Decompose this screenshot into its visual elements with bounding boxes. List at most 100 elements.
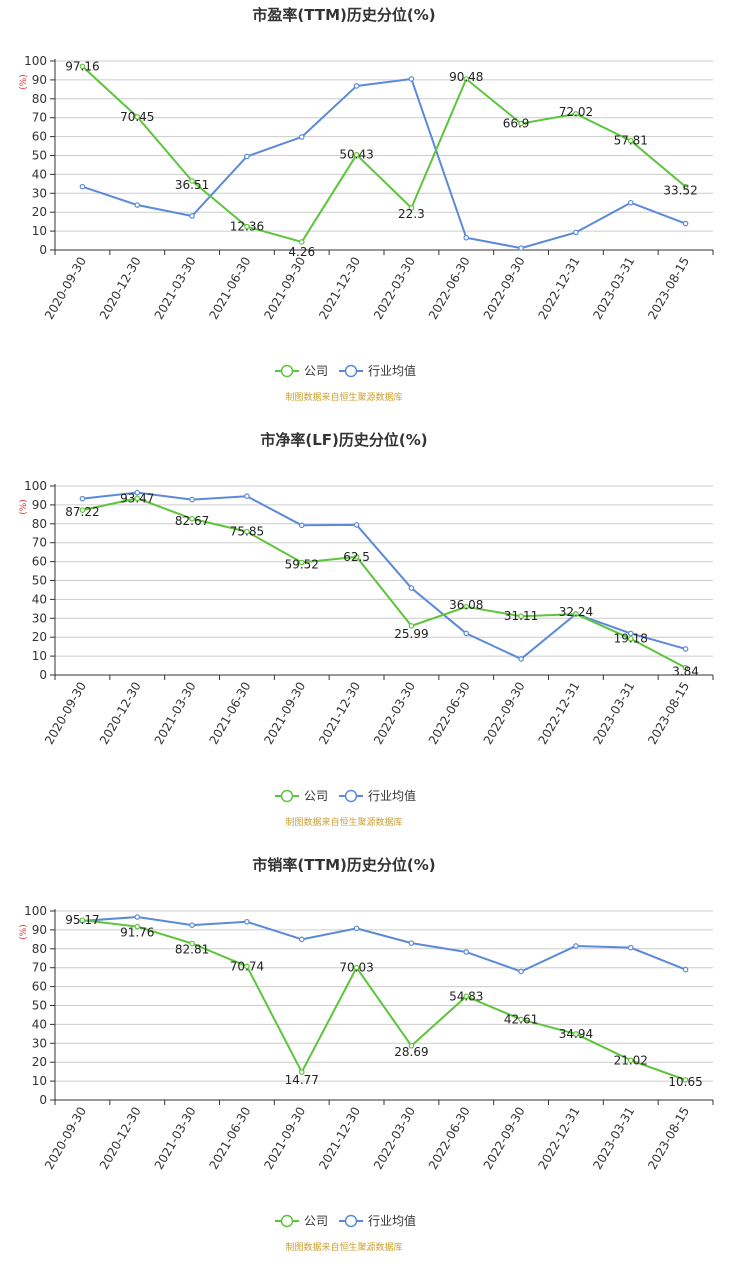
- x-tick-label: 2023-03-31: [590, 255, 637, 322]
- industry-data-point[interactable]: [298, 522, 305, 529]
- company-data-point[interactable]: [463, 76, 470, 82]
- company-data-point[interactable]: [134, 923, 141, 930]
- company-data-point[interactable]: [353, 151, 360, 158]
- company-data-point[interactable]: [518, 120, 524, 127]
- company-data-point[interactable]: [134, 495, 141, 502]
- y-axis-unit: (%): [19, 499, 29, 515]
- x-tick-label: 2021-12-30: [316, 680, 363, 747]
- company-data-point[interactable]: [298, 1069, 305, 1075]
- industry-data-point[interactable]: [79, 183, 86, 190]
- data-label: 14.77: [285, 1073, 319, 1087]
- industry-data-point[interactable]: [134, 489, 141, 496]
- industry-data-point[interactable]: [463, 949, 470, 955]
- industry-data-point[interactable]: [134, 202, 141, 208]
- company-data-point[interactable]: [463, 604, 470, 610]
- company-data-point[interactable]: [134, 114, 141, 120]
- legend-item-industry[interactable]: 行业均值: [339, 788, 416, 803]
- company-data-point[interactable]: [408, 623, 415, 629]
- industry-data-point[interactable]: [463, 630, 470, 637]
- company-data-point[interactable]: [298, 239, 305, 245]
- company-data-point[interactable]: [79, 63, 86, 70]
- company-data-point[interactable]: [627, 137, 634, 144]
- industry-data-point[interactable]: [353, 83, 360, 89]
- industry-data-point[interactable]: [573, 229, 579, 236]
- data-label: 50.43: [339, 148, 373, 162]
- data-source-note: 制图数据来自恒生聚源数据库: [285, 1241, 402, 1253]
- company-data-point[interactable]: [627, 635, 634, 642]
- industry-data-point[interactable]: [682, 646, 689, 652]
- company-data-point[interactable]: [463, 993, 470, 1000]
- company-data-point[interactable]: [682, 183, 689, 190]
- industry-data-point[interactable]: [463, 234, 470, 241]
- industry-data-point[interactable]: [518, 968, 524, 975]
- industry-data-point[interactable]: [518, 656, 524, 662]
- industry-data-point[interactable]: [189, 922, 195, 928]
- industry-data-point[interactable]: [682, 220, 689, 227]
- y-tick-label: 80: [32, 92, 47, 106]
- company-data-point[interactable]: [189, 178, 195, 184]
- x-tick-label: 2022-09-30: [481, 1105, 528, 1172]
- company-data-point[interactable]: [627, 1057, 634, 1064]
- company-data-point[interactable]: [518, 1016, 524, 1023]
- company-data-point[interactable]: [79, 507, 86, 513]
- company-data-point[interactable]: [518, 613, 524, 620]
- company-data-point[interactable]: [244, 528, 250, 535]
- industry-data-point[interactable]: [627, 944, 634, 951]
- x-tick-label: 2022-06-30: [426, 255, 473, 322]
- data-label: 66.9: [503, 117, 530, 131]
- industry-data-point[interactable]: [298, 936, 305, 943]
- y-tick-label: 70: [32, 536, 47, 550]
- company-data-point[interactable]: [298, 559, 305, 566]
- y-tick-label: 30: [32, 611, 47, 625]
- company-data-point[interactable]: [353, 964, 360, 971]
- company-data-point[interactable]: [408, 1042, 415, 1049]
- data-source-note: 制图数据来自恒生聚源数据库: [285, 816, 402, 828]
- legend-item-company[interactable]: 公司: [275, 1214, 328, 1228]
- industry-data-point[interactable]: [408, 76, 415, 82]
- pb-lf-chart-panel: 市净率(LF)历史分位(%) (%) 0 10 20 30 40 50 60 70 80 90 10…: [0, 425, 754, 850]
- legend-item-company[interactable]: 公司: [275, 364, 328, 378]
- company-data-point[interactable]: [408, 205, 415, 211]
- company-data-point[interactable]: [573, 111, 579, 117]
- data-label: 42.61: [504, 1012, 538, 1026]
- company-data-point[interactable]: [244, 963, 250, 970]
- industry-data-point[interactable]: [298, 134, 305, 140]
- industry-data-point[interactable]: [189, 496, 195, 503]
- legend-company-marker-icon: [280, 789, 294, 803]
- legend-item-company[interactable]: 公司: [275, 789, 328, 803]
- industry-data-point[interactable]: [244, 493, 250, 500]
- industry-data-point[interactable]: [244, 153, 250, 160]
- data-label: 87.22: [65, 505, 99, 519]
- company-data-point[interactable]: [682, 1077, 689, 1083]
- industry-data-point[interactable]: [244, 918, 250, 925]
- y-tick-label: 10: [32, 649, 47, 663]
- industry-data-point[interactable]: [682, 966, 689, 973]
- y-tick-label: 100: [24, 479, 47, 493]
- company-data-point[interactable]: [244, 223, 250, 230]
- data-label: 36.08: [449, 598, 483, 612]
- industry-data-point[interactable]: [353, 522, 360, 528]
- company-data-point[interactable]: [189, 515, 195, 522]
- x-tick-label: 2021-12-30: [316, 255, 363, 322]
- industry-data-point[interactable]: [627, 630, 634, 637]
- industry-data-point[interactable]: [353, 925, 360, 932]
- industry-data-point[interactable]: [79, 495, 86, 502]
- legend-item-industry[interactable]: 行业均值: [339, 363, 416, 378]
- y-tick-label: 70: [32, 111, 47, 125]
- industry-data-point[interactable]: [134, 914, 141, 920]
- legend-item-industry[interactable]: 行业均值: [339, 1213, 416, 1228]
- y-tick-label: 20: [32, 205, 47, 219]
- industry-data-point[interactable]: [408, 585, 415, 591]
- company-data-point[interactable]: [79, 917, 86, 923]
- industry-data-point[interactable]: [627, 199, 634, 206]
- industry-data-point[interactable]: [408, 940, 415, 946]
- company-data-point[interactable]: [573, 611, 579, 617]
- company-data-point[interactable]: [573, 1031, 579, 1037]
- industry-data-point[interactable]: [518, 245, 524, 251]
- industry-data-point[interactable]: [189, 213, 195, 219]
- industry-data-point[interactable]: [573, 943, 579, 949]
- company-data-point[interactable]: [189, 940, 195, 947]
- company-data-point[interactable]: [682, 664, 689, 671]
- company-data-point[interactable]: [353, 554, 360, 560]
- legend-company-label: 公司: [304, 364, 328, 378]
